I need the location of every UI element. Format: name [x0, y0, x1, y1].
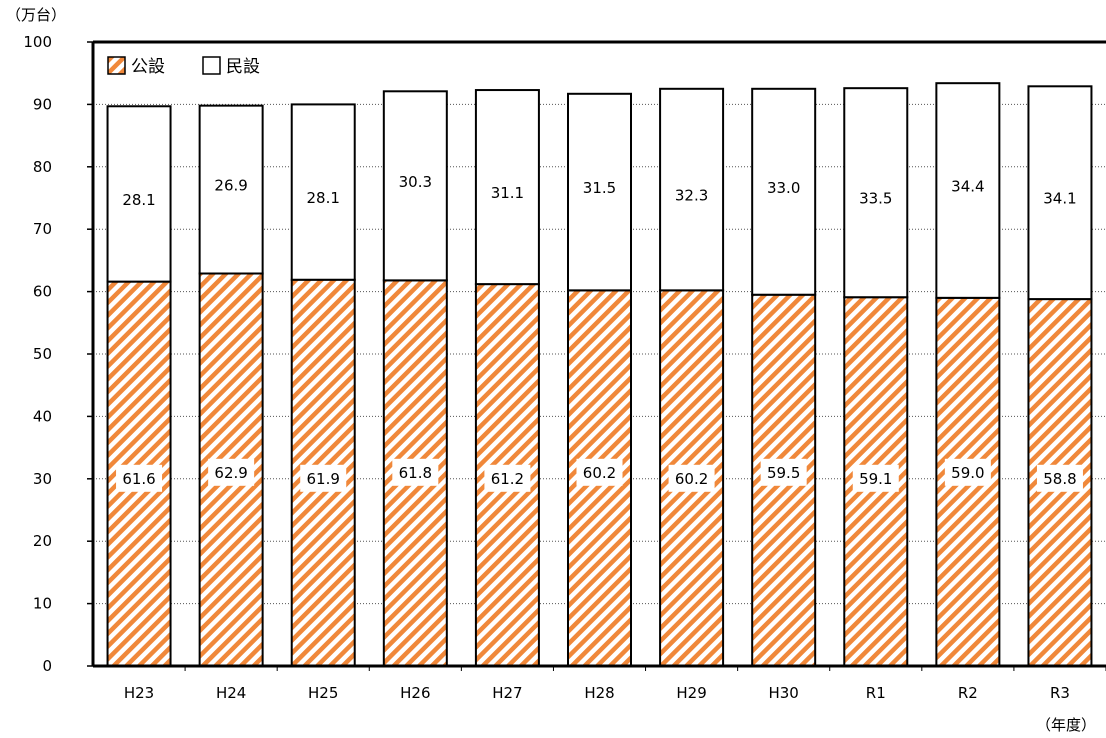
y-tick-label: 60 [33, 283, 52, 301]
value-label-bg [576, 458, 623, 486]
bars [106, 82, 1093, 667]
value-label-public: 62.9 [214, 464, 247, 482]
value-label-private: 28.1 [307, 189, 340, 207]
value-label-bg [484, 464, 531, 492]
bar-private [106, 105, 172, 283]
value-label-bg [208, 458, 255, 486]
value-label-private: 33.0 [767, 179, 800, 197]
x-tick-label: H23 [124, 684, 154, 702]
value-label-private: 30.3 [399, 173, 432, 191]
bar-private [290, 103, 356, 281]
x-tick-label: H26 [400, 684, 430, 702]
x-tick-label: H27 [492, 684, 522, 702]
value-label-private: 26.9 [214, 177, 247, 195]
y-tick-label: 90 [33, 95, 52, 113]
value-label-public: 59.5 [767, 464, 800, 482]
x-tick-labels: H23 H24 H25 H26 H27 H28 H29 H30 R1 R2 R3 [124, 666, 1106, 702]
x-tick-label: R3 [1050, 684, 1070, 702]
legend-swatch-private [202, 56, 221, 75]
y-tick-label: 70 [33, 220, 52, 238]
value-label-private: 34.1 [1043, 190, 1076, 208]
legend: 公設 民設 [107, 56, 260, 77]
value-label-bg [116, 464, 163, 492]
value-label-public: 59.0 [951, 464, 984, 482]
x-unit-label: （年度） [1036, 716, 1096, 734]
value-label-public: 59.1 [859, 470, 892, 488]
y-tick-label: 0 [42, 657, 52, 675]
value-label-bg [300, 464, 347, 492]
value-label-bg [668, 464, 715, 492]
bar-private [843, 87, 909, 299]
y-tick-labels: 0 10 20 30 40 50 60 70 80 90 100 [23, 33, 52, 675]
y-tick-label: 10 [33, 595, 52, 613]
y-tick-label: 100 [23, 33, 52, 51]
y-tick-label: 20 [33, 532, 52, 550]
value-label-private: 33.5 [859, 190, 892, 208]
y-tick-label: 40 [33, 407, 52, 425]
bar-private [751, 87, 817, 296]
value-label-bg [944, 458, 991, 486]
x-tick-label: R2 [958, 684, 978, 702]
value-label-public: 58.8 [1043, 470, 1076, 488]
value-labels: 61.6 28.1 62.9 26.9 61.9 28.1 61.8 30.3 61.2 31.1… [116, 173, 1083, 492]
value-label-public: 60.2 [583, 464, 616, 482]
x-tick-label: H28 [584, 684, 614, 702]
bar-private [935, 82, 1001, 299]
legend-label-private: 民設 [226, 57, 260, 77]
bar-private [1027, 85, 1093, 301]
y-tick-label: 30 [33, 470, 52, 488]
value-label-private: 34.4 [951, 178, 984, 196]
value-label-private: 32.3 [675, 187, 708, 205]
value-label-private: 28.1 [122, 191, 155, 209]
value-label-public: 61.6 [122, 470, 155, 488]
bar-private [382, 90, 448, 282]
value-label-public: 61.2 [491, 470, 524, 488]
value-label-public: 60.2 [675, 470, 708, 488]
x-tick-label: H24 [216, 684, 246, 702]
value-label-private: 31.5 [583, 179, 616, 197]
y-tick-label: 50 [33, 345, 52, 363]
x-tick-label: H25 [308, 684, 338, 702]
x-tick-label: R1 [866, 684, 886, 702]
x-tick-label: H30 [768, 684, 798, 702]
value-label-public: 61.9 [307, 470, 340, 488]
axes [87, 40, 1106, 668]
value-label-bg [392, 458, 439, 486]
value-label-bg [760, 458, 807, 486]
x-tick-label: H29 [676, 684, 706, 702]
value-label-public: 61.8 [399, 464, 432, 482]
bar-private [198, 104, 264, 275]
value-label-private: 31.1 [491, 184, 524, 202]
y-tick-label: 80 [33, 158, 52, 176]
legend-label-public: 公設 [131, 57, 165, 77]
value-label-bg [852, 464, 899, 492]
bar-private [567, 92, 632, 292]
bar-private [659, 87, 725, 292]
y-unit-label: （万台） [6, 6, 66, 24]
bar-private [474, 89, 540, 286]
value-label-bg [1036, 464, 1083, 492]
legend-swatch-public [107, 56, 126, 75]
